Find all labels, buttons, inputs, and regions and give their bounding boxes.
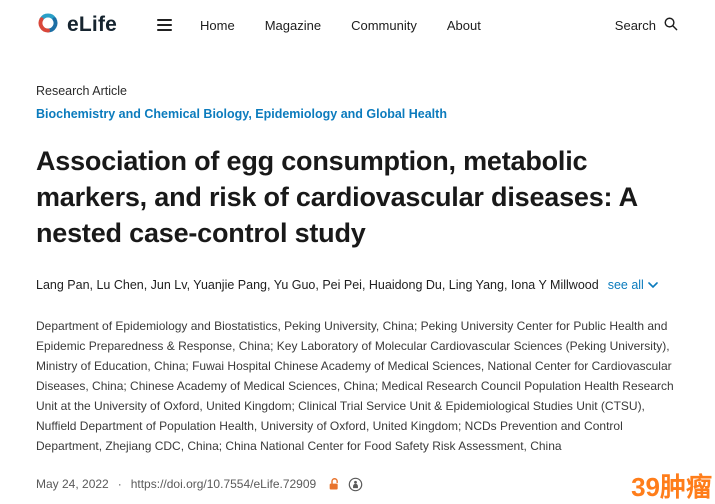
article-meta-row: May 24, 2022 · https://doi.org/10.7554/e… (36, 477, 679, 492)
affiliations-text: Department of Epidemiology and Biostatis… (36, 318, 674, 454)
nav-community[interactable]: Community (351, 17, 417, 33)
site-header: eLife Home Magazine Community About Sear… (0, 0, 715, 50)
elife-logo-text: eLife (67, 13, 118, 36)
nav-about[interactable]: About (446, 17, 481, 33)
chevron-down-icon (648, 278, 658, 292)
search-button[interactable]: Search (615, 16, 679, 35)
nav-home[interactable]: Home (200, 17, 235, 33)
authors-row: Lang Pan, Lu Chen, Jun Lv, Yuanjie Pang,… (36, 278, 679, 292)
open-access-icon[interactable] (327, 477, 342, 492)
see-all-label: see all (607, 277, 644, 292)
article-type-label: Research Article (36, 84, 128, 98)
elife-logo[interactable]: eLife (36, 11, 117, 40)
cc-by-icon[interactable] (348, 477, 363, 492)
search-label: Search (614, 17, 656, 33)
author-list: Lang Pan, Lu Chen, Jun Lv, Yuanjie Pang,… (36, 277, 599, 292)
main-nav: Home Magazine Community About (200, 18, 481, 33)
publication-date: May 24, 2022 (36, 477, 109, 492)
elife-logo-icon (36, 11, 67, 40)
article-title: Association of egg consumption, metaboli… (36, 146, 637, 249)
license-icons (327, 477, 363, 492)
hamburger-icon[interactable] (153, 15, 176, 35)
doi-link[interactable]: https://doi.org/10.7554/eLife.72909 (130, 477, 317, 492)
see-all-authors-link[interactable]: see all (608, 278, 658, 292)
subject-links[interactable]: Biochemistry and Chemical Biology, Epide… (36, 107, 447, 121)
search-icon (663, 16, 679, 35)
nav-magazine[interactable]: Magazine (264, 17, 322, 33)
meta-separator: · (117, 477, 122, 492)
article-header-section: Research Article Biochemistry and Chemic… (0, 50, 715, 492)
